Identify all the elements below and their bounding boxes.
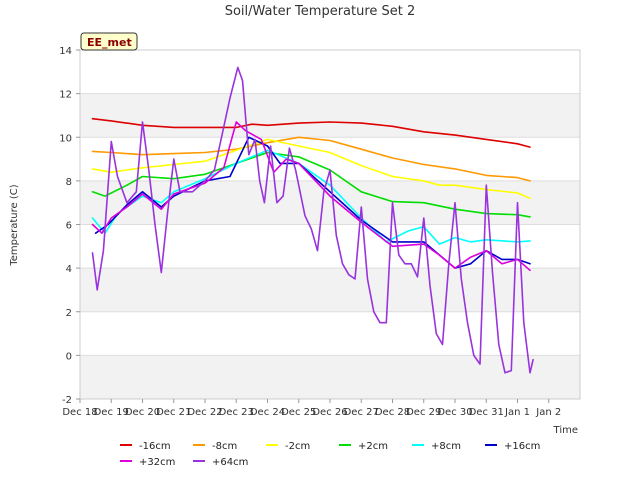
- x-tick-label: Jan 1: [504, 407, 530, 418]
- series-line-8cm: [91, 136, 531, 182]
- x-tick-label: Dec 26: [312, 407, 347, 418]
- station-badge-box: [80, 32, 138, 51]
- y-tick-label: 8: [66, 177, 72, 188]
- plot-band: [80, 224, 580, 269]
- legend-item: +2cm: [339, 441, 388, 452]
- station-badge: EE_met: [80, 32, 138, 51]
- y-tick-label: -2: [62, 395, 72, 406]
- x-tick-label: Dec 18: [62, 407, 97, 418]
- legend-label: +2cm: [358, 441, 388, 452]
- plot-band: [80, 268, 580, 312]
- legend-label: -16cm: [139, 441, 171, 452]
- legend-item: +32cm: [120, 457, 175, 468]
- legend-label: +64cm: [212, 457, 248, 468]
- y-axis-ticks: -2 0 2 4 6 8 10 12 14: [59, 46, 80, 406]
- y-tick-label: 0: [66, 351, 72, 362]
- y-tick-label: 2: [66, 308, 72, 319]
- legend-item: -2cm: [266, 441, 310, 452]
- series-line-2cm: [91, 138, 531, 200]
- series-lines: [91, 66, 534, 374]
- x-axis-label: Time: [553, 425, 578, 436]
- x-tick-label: Dec 23: [219, 407, 254, 418]
- x-tick-label: Dec 25: [281, 407, 316, 418]
- y-tick-label: 4: [66, 264, 72, 275]
- x-tick-label: Dec 21: [156, 407, 191, 418]
- x-tick-label: Dec 28: [375, 407, 410, 418]
- plot-band: [80, 355, 580, 399]
- chart-title: Soil/Water Temperature Set 2: [225, 4, 416, 19]
- station-badge-label: EE_met: [87, 36, 132, 49]
- x-tick-label: Jan 2: [535, 407, 561, 418]
- y-tick-label: 6: [66, 221, 72, 232]
- legend-item: +8cm: [412, 441, 461, 452]
- x-tick-label: Dec 19: [94, 407, 129, 418]
- series-line-64cm: [91, 66, 534, 374]
- legend-item: +16cm: [485, 441, 540, 452]
- legend-label: +8cm: [431, 441, 461, 452]
- x-tick-label: Dec 31: [469, 407, 504, 418]
- y-tick-label: 12: [59, 90, 72, 101]
- x-tick-label: Dec 20: [125, 407, 160, 418]
- legend: -16cm -8cm -2cm +2cm +8cm +16cm +32cm +64cm: [120, 441, 540, 468]
- x-tick-label: Dec 24: [250, 407, 285, 418]
- x-tick-label: Dec 22: [187, 407, 222, 418]
- legend-item: -16cm: [120, 441, 171, 452]
- x-tick-label: Dec 30: [437, 407, 472, 418]
- y-tick-label: 14: [59, 46, 72, 57]
- y-tick-label: 10: [59, 133, 72, 144]
- legend-label: -8cm: [212, 441, 237, 452]
- x-tick-label: Dec 29: [406, 407, 441, 418]
- series-line-32cm: [91, 121, 531, 272]
- y-axis-label: Temperature (C): [9, 184, 20, 266]
- legend-label: +32cm: [139, 457, 175, 468]
- series-line-16cm: [91, 117, 531, 148]
- x-tick-label: Dec 27: [344, 407, 379, 418]
- plot-band: [80, 50, 580, 94]
- plot-band: [80, 311, 580, 356]
- legend-label: +16cm: [504, 441, 540, 452]
- legend-item: +64cm: [193, 457, 248, 468]
- legend-item: -8cm: [193, 441, 237, 452]
- legend-label: -2cm: [285, 441, 310, 452]
- plot-band: [80, 180, 580, 225]
- plot-band: [80, 93, 580, 138]
